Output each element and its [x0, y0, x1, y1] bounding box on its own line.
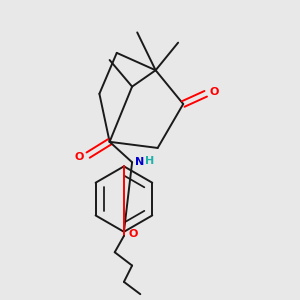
Text: O: O — [74, 152, 83, 162]
Text: N: N — [135, 157, 144, 167]
Text: O: O — [209, 87, 219, 97]
Text: O: O — [128, 229, 138, 239]
Text: H: H — [145, 156, 154, 166]
